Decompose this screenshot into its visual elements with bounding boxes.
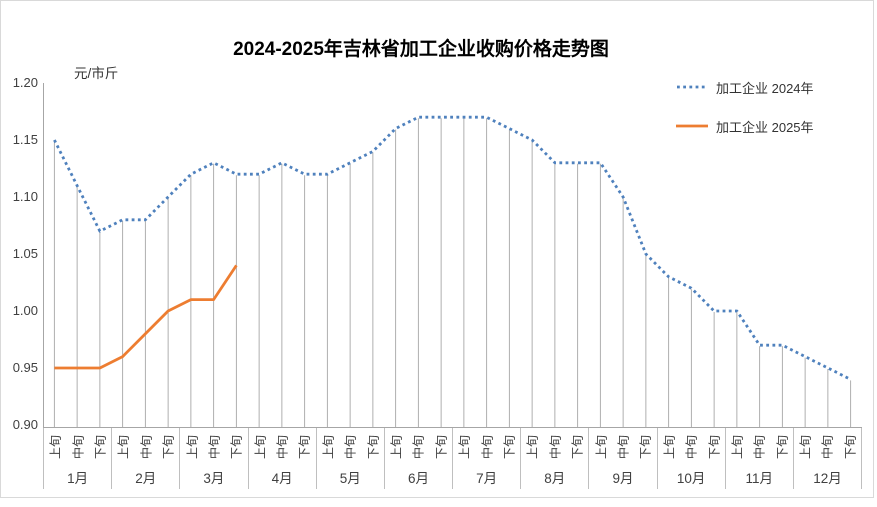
period-label: 下旬 bbox=[229, 435, 244, 460]
month-label: 10月 bbox=[676, 471, 706, 486]
period-label: 上旬 bbox=[116, 435, 131, 460]
period-label: 上旬 bbox=[525, 435, 540, 460]
period-label: 上旬 bbox=[730, 435, 745, 460]
month-cell: 上旬 中旬 下旬 1月 bbox=[43, 428, 111, 489]
legend-label-2025: 加工企业 2025年 bbox=[716, 119, 814, 135]
period-label: 中旬 bbox=[480, 435, 495, 460]
month-cell: 上旬 中旬 下旬 9月 bbox=[588, 428, 656, 489]
month-label: 2月 bbox=[135, 471, 157, 486]
period-label: 下旬 bbox=[638, 435, 653, 460]
month-label: 7月 bbox=[476, 471, 498, 486]
month-label: 5月 bbox=[339, 471, 361, 486]
period-label: 上旬 bbox=[185, 435, 200, 460]
legend-item-2025: 加工企业 2025年 bbox=[676, 117, 814, 135]
legend-2024-dotted-line-sample bbox=[677, 85, 707, 89]
period-label: 下旬 bbox=[502, 435, 517, 460]
period-label: 上旬 bbox=[594, 435, 609, 460]
y-tick-label: 0.90 bbox=[12, 417, 38, 432]
y-tick-label: 1.00 bbox=[12, 303, 38, 318]
y-tick-label: 1.20 bbox=[12, 75, 38, 90]
y-tick-label: 1.15 bbox=[12, 132, 38, 147]
period-label: 下旬 bbox=[366, 435, 381, 460]
month-cell: 上旬 中旬 下旬 5月 bbox=[315, 428, 384, 489]
period-label: 上旬 bbox=[389, 435, 404, 460]
month-label: 11月 bbox=[745, 471, 774, 486]
month-cell: 上旬 中旬 下旬 4月 bbox=[247, 428, 316, 489]
period-label: 上旬 bbox=[662, 435, 677, 460]
period-label: 下旬 bbox=[570, 435, 585, 460]
period-label: 上旬 bbox=[798, 435, 813, 460]
month-label: 4月 bbox=[271, 471, 293, 486]
period-label: 上旬 bbox=[48, 435, 63, 460]
chart-title: 2024-2025年吉林省加工企业收购价格走势图 bbox=[233, 39, 609, 60]
period-label: 下旬 bbox=[843, 435, 858, 460]
period-label: 中旬 bbox=[207, 435, 222, 460]
month-cell: 上旬 中旬 下旬 8月 bbox=[520, 428, 588, 489]
y-axis-unit-label: 元/市斤 bbox=[74, 66, 119, 81]
period-label: 中旬 bbox=[343, 435, 358, 460]
month-label: 6月 bbox=[407, 471, 429, 486]
period-label: 中旬 bbox=[411, 435, 426, 460]
period-label: 中旬 bbox=[139, 435, 154, 460]
period-label: 中旬 bbox=[71, 435, 86, 460]
period-label: 中旬 bbox=[616, 435, 631, 460]
period-label: 中旬 bbox=[752, 435, 767, 460]
month-cell: 上旬 中旬 下旬 11月 bbox=[724, 428, 793, 489]
month-label: 1月 bbox=[67, 471, 89, 486]
period-label: 下旬 bbox=[297, 435, 312, 460]
month-label: 9月 bbox=[612, 471, 634, 486]
legend: 加工企业 2024年 加工企业 2025年 bbox=[676, 78, 814, 156]
period-label: 下旬 bbox=[434, 435, 449, 460]
month-cell: 上旬 中旬 下旬 10月 bbox=[656, 428, 725, 489]
period-label: 中旬 bbox=[820, 435, 835, 460]
x-axis-table: 上旬 中旬 下旬 1月 上旬 中旬 下旬 2月 上旬 中旬 下旬 3月 上旬 中旬 下旬 4月 上旬 中旬 下旬 5月… bbox=[43, 427, 863, 489]
period-label: 上旬 bbox=[457, 435, 472, 460]
month-cell: 上旬 中旬 下旬 7月 bbox=[452, 428, 520, 489]
period-label: 中旬 bbox=[275, 435, 290, 460]
legend-item-2024: 加工企业 2024年 bbox=[676, 78, 814, 96]
month-label: 12月 bbox=[813, 471, 842, 486]
month-label: 3月 bbox=[203, 471, 225, 486]
series-line-2025 bbox=[54, 264, 238, 370]
period-label: 中旬 bbox=[684, 435, 699, 460]
month-cell: 上旬 中旬 下旬 3月 bbox=[179, 428, 247, 489]
series-line-2024 bbox=[53, 115, 852, 381]
period-label: 下旬 bbox=[161, 435, 176, 460]
month-cell: 上旬 中旬 下旬 12月 bbox=[792, 428, 863, 489]
month-label: 8月 bbox=[544, 471, 566, 486]
period-label: 下旬 bbox=[93, 435, 108, 460]
legend-label-2024: 加工企业 2024年 bbox=[716, 80, 814, 96]
month-cell: 上旬 中旬 下旬 2月 bbox=[111, 428, 179, 489]
y-tick-label: 1.10 bbox=[12, 189, 38, 204]
period-label: 上旬 bbox=[253, 435, 268, 460]
month-cell: 上旬 中旬 下旬 6月 bbox=[383, 428, 452, 489]
period-label: 下旬 bbox=[775, 435, 790, 460]
period-label: 中旬 bbox=[548, 435, 563, 460]
y-tick-label: 1.05 bbox=[12, 246, 38, 261]
period-label: 上旬 bbox=[321, 435, 336, 460]
legend-2025-solid-line-sample bbox=[676, 124, 708, 128]
y-tick-label: 0.95 bbox=[12, 360, 38, 375]
period-label: 下旬 bbox=[707, 435, 722, 460]
